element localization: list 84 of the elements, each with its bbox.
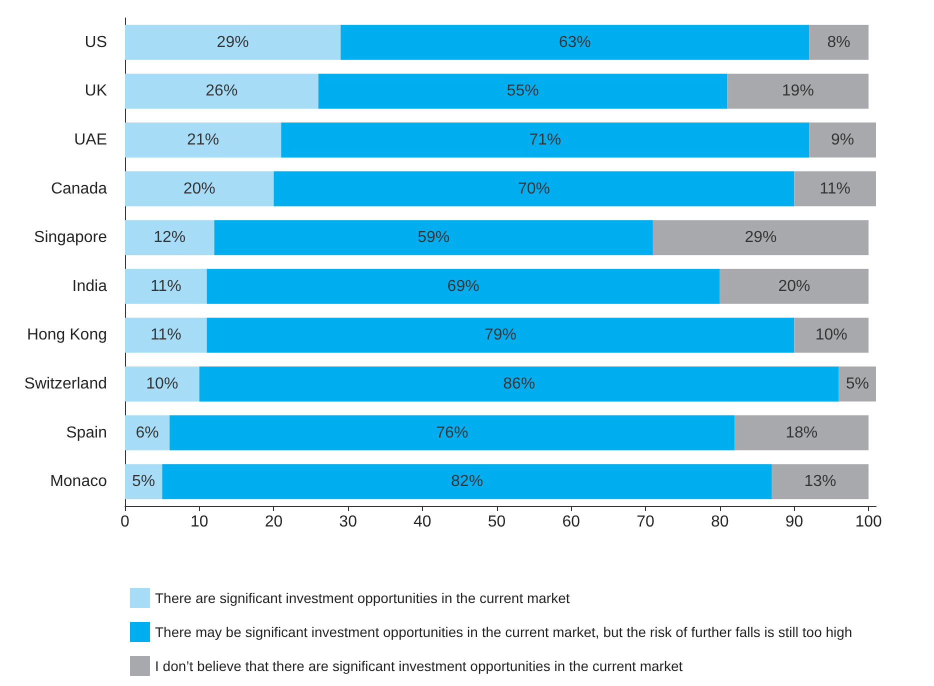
data-label: 55%: [506, 82, 539, 100]
data-label: 70%: [518, 180, 550, 198]
data-label: 63%: [558, 34, 591, 51]
data-label: 86%: [503, 376, 536, 392]
data-label: 5%: [132, 473, 156, 490]
data-label: 79%: [484, 326, 517, 344]
x-tick-label: 40: [414, 514, 432, 530]
bar: [125, 74, 318, 109]
data-label: 9%: [830, 132, 854, 148]
y-tick-label: UK: [84, 82, 108, 100]
bar: [838, 366, 876, 402]
y-tick-label: India: [72, 278, 108, 295]
bar: [734, 415, 869, 450]
data-label: 29%: [744, 229, 777, 246]
x-tick-label: 0: [120, 514, 130, 530]
x-tick-label: 30: [339, 514, 358, 530]
bar: [652, 220, 869, 256]
bar: [125, 366, 200, 402]
bar: [720, 268, 869, 304]
x-tick-label: 10: [190, 514, 208, 530]
data-label: 5%: [846, 376, 869, 392]
y-tick-label: Singapore: [34, 229, 108, 246]
data-label: 71%: [529, 132, 562, 148]
bar: [199, 366, 839, 402]
x-tick-label: 50: [488, 514, 506, 530]
x-tick-label: 20: [264, 514, 283, 530]
bar: [206, 318, 794, 353]
y-tick-label: UAE: [74, 132, 107, 148]
data-label: 6%: [136, 424, 159, 442]
data-label: 11%: [150, 278, 182, 295]
y-tick-label: Monaco: [50, 473, 108, 490]
data-label: 11%: [820, 180, 851, 198]
bar: [125, 464, 162, 500]
data-label: 26%: [206, 82, 238, 100]
y-tick-label: Spain: [66, 424, 107, 442]
bar: [727, 74, 869, 109]
x-tick-label: 100: [855, 514, 882, 530]
data-label: 21%: [187, 132, 220, 148]
bar: [125, 415, 170, 450]
x-tick-label: 80: [710, 514, 729, 530]
bar: [125, 220, 214, 256]
y-tick-label: Hong Kong: [26, 326, 107, 344]
bar: [772, 464, 869, 500]
x-tick-label: 60: [562, 514, 580, 530]
data-label: 76%: [436, 424, 468, 442]
legend-label: There may be significant investment opportunities in the current market, but the risk of further falls is still too high: [155, 624, 852, 640]
bar: [340, 24, 810, 60]
data-label: 18%: [786, 424, 818, 442]
bar: [794, 318, 869, 353]
bar: [274, 171, 794, 206]
data-label: 82%: [451, 473, 484, 490]
data-label: 59%: [418, 229, 450, 246]
bar: [214, 220, 653, 256]
data-label: 19%: [782, 82, 814, 100]
data-label: 20%: [183, 180, 216, 198]
bar: [125, 24, 341, 60]
bar: [170, 415, 735, 450]
y-tick-label: US: [84, 34, 107, 51]
x-tick-label: 90: [785, 514, 804, 530]
bar: [162, 464, 772, 500]
data-label: 8%: [827, 34, 850, 51]
data-label: 20%: [778, 278, 810, 295]
data-label: 10%: [815, 326, 848, 344]
bar: [794, 171, 876, 206]
data-label: 13%: [804, 473, 836, 490]
bar: [281, 122, 810, 158]
bar: [809, 122, 876, 158]
legend-label: I don’t believe that there are significant investment opportunities in the current market: [155, 658, 683, 674]
y-tick-label: Switzerland: [24, 376, 107, 392]
bar: [206, 268, 720, 304]
bar: [318, 74, 728, 109]
y-tick-label: Canada: [50, 180, 108, 198]
bar: [125, 268, 207, 304]
legend-label: There are significant investment opportunities in the current market: [155, 590, 570, 606]
data-label: 10%: [146, 376, 178, 392]
bar: [125, 171, 274, 206]
bar: [125, 122, 282, 158]
data-label: 11%: [150, 326, 182, 344]
x-tick-label: 70: [636, 514, 654, 530]
data-label: 12%: [154, 229, 186, 246]
data-label: 29%: [216, 34, 249, 51]
bar: [125, 318, 207, 353]
data-label: 69%: [447, 278, 480, 295]
bar: [809, 24, 869, 60]
